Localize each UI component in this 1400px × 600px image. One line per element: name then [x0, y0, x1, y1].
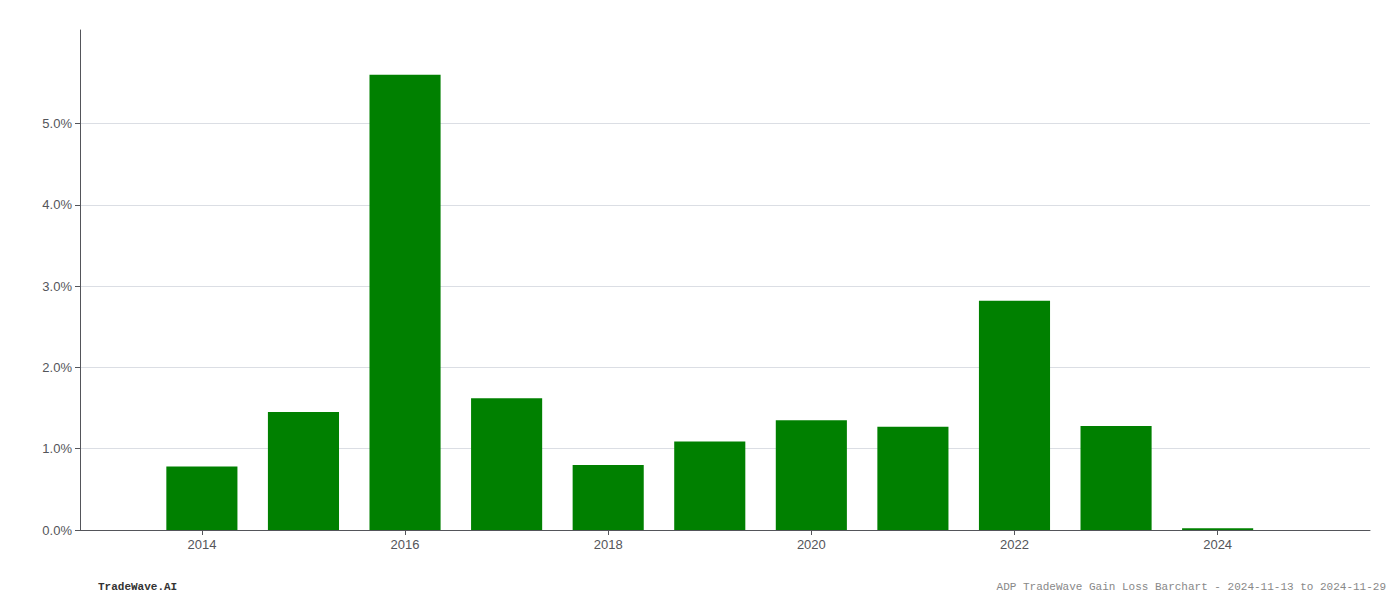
svg-text:2018: 2018	[594, 537, 623, 552]
svg-text:0.0%: 0.0%	[42, 523, 72, 538]
svg-text:4.0%: 4.0%	[42, 197, 72, 212]
svg-text:2020: 2020	[797, 537, 826, 552]
svg-text:2022: 2022	[1000, 537, 1029, 552]
svg-text:TradeWave.AI: TradeWave.AI	[98, 581, 177, 593]
svg-text:5.0%: 5.0%	[42, 116, 72, 131]
svg-text:2024: 2024	[1203, 537, 1232, 552]
svg-text:3.0%: 3.0%	[42, 279, 72, 294]
svg-text:2014: 2014	[187, 537, 216, 552]
svg-text:1.0%: 1.0%	[42, 441, 72, 456]
svg-text:2.0%: 2.0%	[42, 360, 72, 375]
svg-text:ADP TradeWave Gain Loss Barcha: ADP TradeWave Gain Loss Barchart - 2024-…	[997, 581, 1386, 593]
svg-text:2016: 2016	[391, 537, 420, 552]
